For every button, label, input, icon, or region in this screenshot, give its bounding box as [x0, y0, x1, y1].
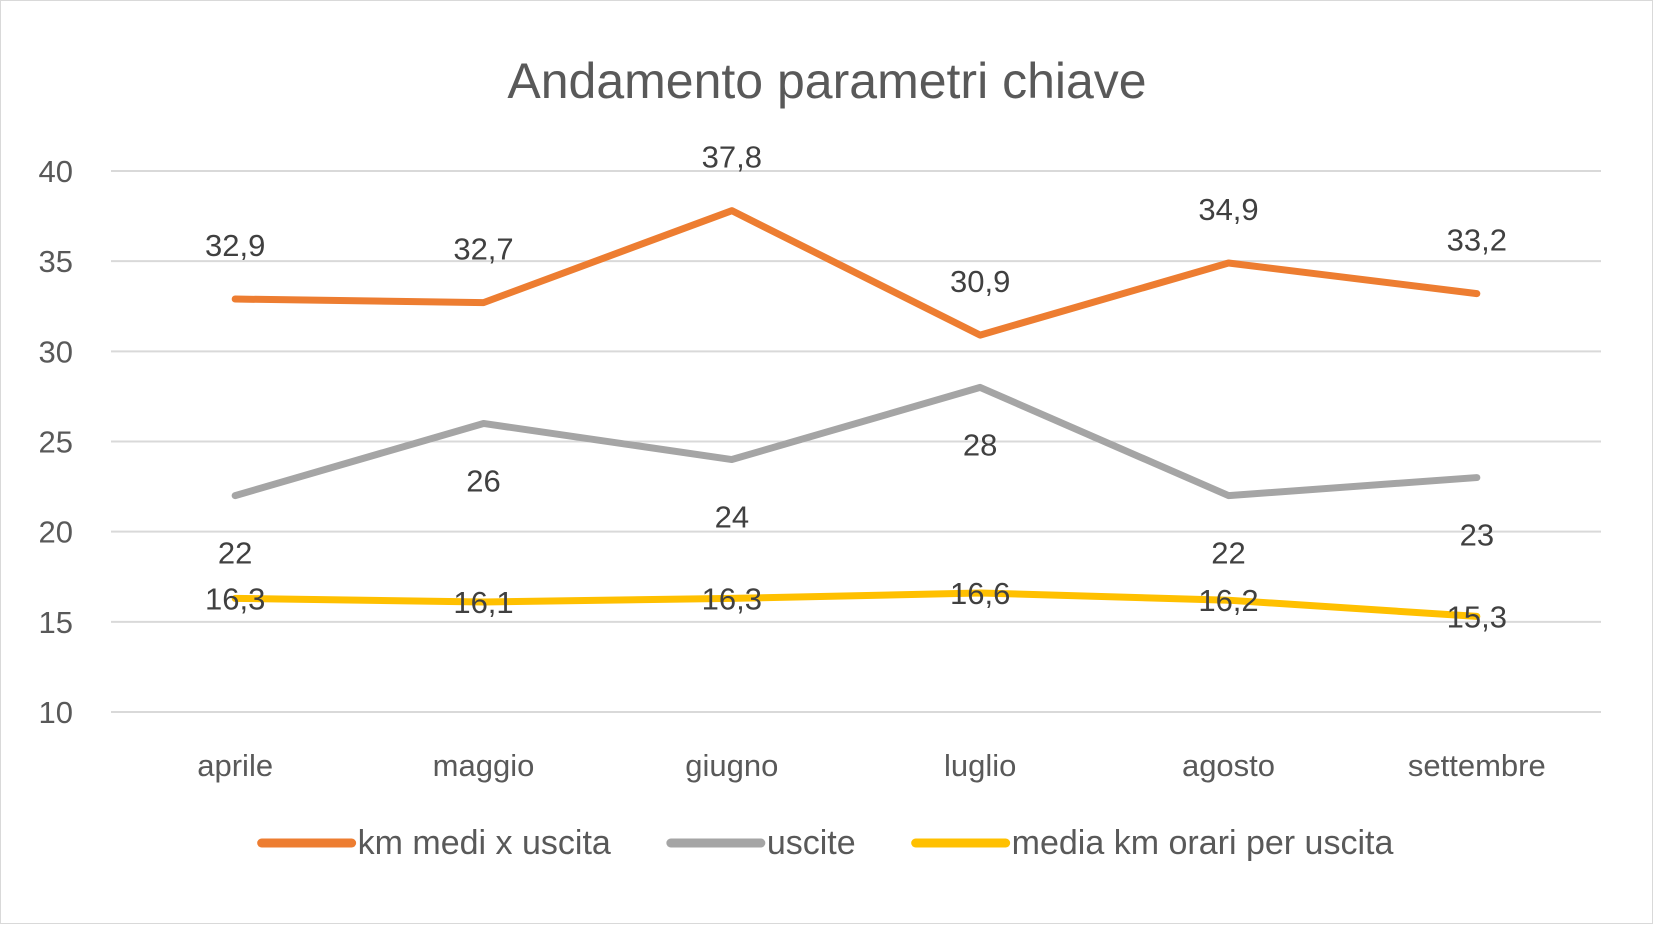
- legend-item: uscite: [666, 824, 856, 862]
- data-label: 32,9: [205, 228, 265, 263]
- y-tick-label: 35: [39, 244, 73, 279]
- x-tick-label: giugno: [685, 748, 778, 783]
- legend-item: media km orari per uscita: [911, 824, 1394, 862]
- data-label: 30,9: [950, 264, 1010, 299]
- data-label: 23: [1460, 518, 1494, 553]
- x-tick-label: settembre: [1408, 748, 1546, 783]
- data-label: 22: [218, 536, 252, 571]
- legend-label: media km orari per uscita: [1012, 824, 1394, 862]
- y-axis-ticks: 10 15 20 25 30 35 40: [39, 154, 73, 730]
- series-lines: [231, 207, 1481, 620]
- data-label: 22: [1211, 536, 1245, 571]
- legend-label: km medi x uscita: [358, 824, 611, 862]
- series-line-2: [231, 589, 1481, 620]
- data-label: 26: [466, 463, 500, 498]
- y-tick-label: 25: [39, 425, 73, 460]
- x-tick-label: maggio: [433, 748, 535, 783]
- data-label: 16,2: [1198, 583, 1258, 618]
- y-tick-label: 40: [39, 154, 73, 189]
- data-label: 32,7: [453, 232, 513, 267]
- data-label: 16,6: [950, 576, 1010, 611]
- data-label: 28: [963, 427, 997, 462]
- legend: km medi x uscita uscite media km orari per…: [257, 824, 1394, 862]
- data-label: 33,2: [1447, 223, 1507, 258]
- x-tick-label: aprile: [197, 748, 273, 783]
- data-label: 16,1: [453, 585, 513, 620]
- data-label: 16,3: [702, 581, 762, 616]
- series-line-0: [231, 207, 1481, 339]
- data-label: 15,3: [1447, 599, 1507, 634]
- gridlines: [111, 170, 1601, 713]
- x-axis-ticks: aprile maggio giugno luglio agosto settembre: [197, 748, 1546, 783]
- data-label: 37,8: [702, 140, 762, 175]
- y-tick-label: 10: [39, 695, 73, 730]
- series-line-1: [231, 383, 1481, 500]
- legend-label: uscite: [767, 824, 856, 862]
- data-label: 24: [715, 500, 749, 535]
- x-tick-label: agosto: [1182, 748, 1275, 783]
- y-tick-label: 30: [39, 334, 73, 369]
- legend-item: km medi x uscita: [257, 824, 611, 862]
- y-tick-label: 20: [39, 515, 73, 550]
- y-tick-label: 15: [39, 605, 73, 640]
- x-tick-label: luglio: [944, 748, 1016, 783]
- chart-title: Andamento parametri chiave: [507, 53, 1146, 109]
- data-label: 16,3: [205, 581, 265, 616]
- data-label: 34,9: [1198, 192, 1258, 227]
- data-labels: 32,9 32,7 37,8 30,9 34,9 33,2 22 26 24 28 22 23 16,3…: [205, 140, 1507, 635]
